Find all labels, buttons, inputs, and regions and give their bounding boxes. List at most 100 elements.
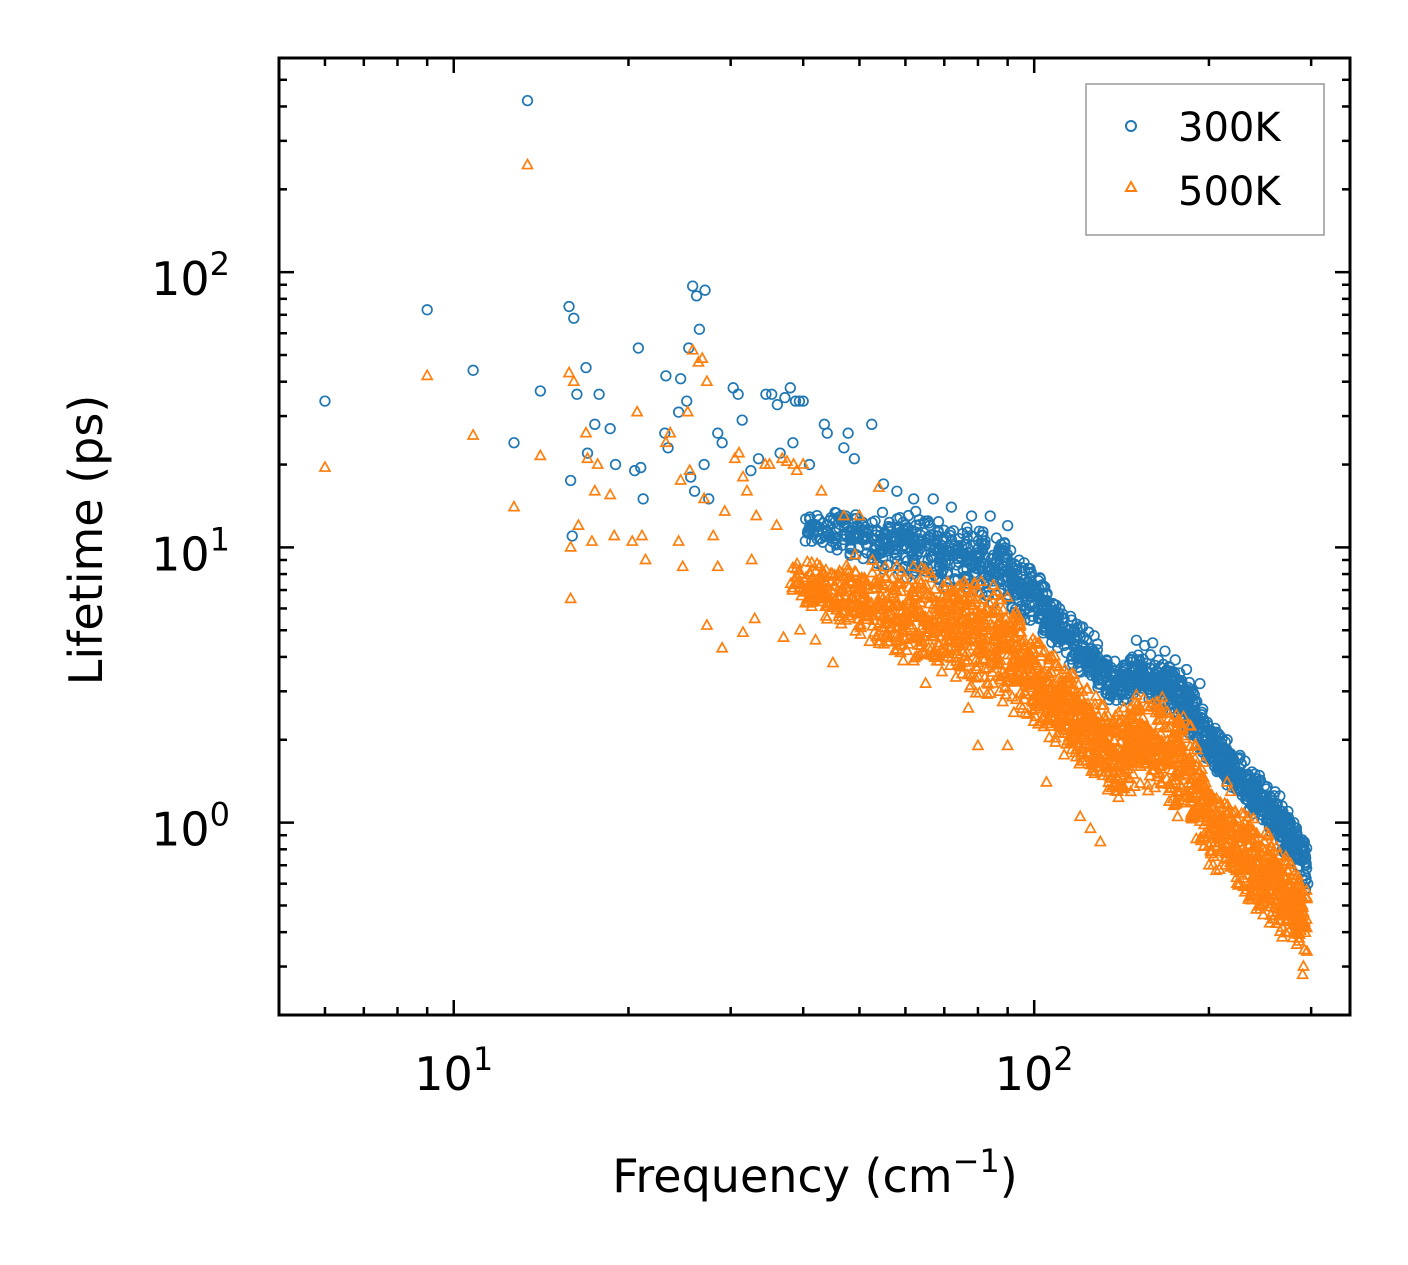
data-point-500k xyxy=(695,351,709,364)
data-point-500k xyxy=(928,582,942,594)
y-tick-label: 100 xyxy=(151,796,230,857)
data-point-500k xyxy=(961,653,975,665)
data-point-500k xyxy=(918,591,932,603)
data-point-500k xyxy=(1037,719,1051,732)
data-point-500k xyxy=(1193,781,1206,794)
data-point-500k xyxy=(815,585,829,598)
data-point-500k xyxy=(1002,675,1016,687)
data-point-500k xyxy=(718,504,732,516)
data-point-300k xyxy=(965,510,978,522)
data-point-500k xyxy=(1075,727,1089,740)
data-point-300k xyxy=(866,418,878,430)
data-point-500k xyxy=(1151,703,1164,715)
data-point-500k xyxy=(1254,896,1268,909)
data-point-300k xyxy=(1232,753,1245,765)
data-point-500k xyxy=(1084,710,1098,722)
data-point-500k xyxy=(1030,692,1044,705)
data-point-300k xyxy=(937,564,949,576)
data-point-500k xyxy=(1054,706,1068,719)
data-point-300k xyxy=(1081,634,1093,646)
data-point-500k xyxy=(976,622,990,635)
data-point-300k xyxy=(1106,671,1118,683)
data-point-300k xyxy=(766,388,778,400)
data-point-300k xyxy=(1180,663,1193,676)
data-point-300k xyxy=(850,512,863,525)
data-point-300k xyxy=(1170,685,1182,697)
data-point-500k xyxy=(1090,743,1104,756)
legend-label-300k: 300K xyxy=(1178,105,1282,151)
data-point-500k xyxy=(1093,752,1107,764)
data-point-300k xyxy=(1036,587,1049,599)
data-point-300k xyxy=(698,458,710,471)
data-point-500k xyxy=(1198,830,1212,842)
data-point-500k xyxy=(1218,852,1231,864)
data-point-500k xyxy=(1011,607,1024,620)
data-point-500k xyxy=(1164,738,1178,751)
data-point-300k xyxy=(1099,658,1111,670)
data-point-500k xyxy=(1300,890,1314,902)
data-point-300k xyxy=(563,300,575,313)
data-point-300k xyxy=(848,453,861,465)
data-point-500k xyxy=(1213,814,1227,827)
data-point-500k xyxy=(1269,916,1283,928)
data-point-300k xyxy=(1298,836,1310,848)
data-point-500k xyxy=(844,590,858,602)
data-point-300k xyxy=(831,544,843,556)
data-point-500k xyxy=(700,374,714,387)
data-point-300k xyxy=(851,520,864,532)
data-point-300k xyxy=(1023,567,1036,580)
data-point-500k xyxy=(681,404,695,417)
data-point-300k xyxy=(878,543,890,555)
data-point-300k xyxy=(593,388,605,400)
data-point-500k xyxy=(1296,967,1310,980)
data-point-500k xyxy=(1289,893,1303,905)
data-point-500k xyxy=(969,686,983,698)
data-point-500k xyxy=(793,622,807,635)
data-point-500k xyxy=(603,487,617,500)
data-point-300k xyxy=(1009,562,1021,575)
data-point-500k xyxy=(814,483,828,496)
data-point-500k xyxy=(976,591,989,604)
data-point-500k xyxy=(984,686,997,698)
data-point-500k xyxy=(1221,797,1234,810)
data-point-300k xyxy=(793,395,806,407)
data-point-500k xyxy=(935,664,949,677)
x-axis-title: Frequency (cm−1) xyxy=(612,1142,1017,1203)
data-point-500k xyxy=(968,616,982,629)
data-point-500k xyxy=(1263,862,1277,875)
data-point-500k xyxy=(921,647,935,660)
data-point-500k xyxy=(1112,790,1125,803)
data-point-500k xyxy=(1161,705,1175,718)
data-point-500k xyxy=(1060,713,1074,726)
data-point-500k xyxy=(1019,668,1032,681)
data-point-500k xyxy=(1224,828,1238,840)
data-point-300k xyxy=(716,437,728,449)
data-point-500k xyxy=(867,608,881,620)
data-point-500k xyxy=(1193,805,1207,818)
data-point-500k xyxy=(1091,730,1105,743)
data-point-300k xyxy=(932,515,945,528)
data-point-500k xyxy=(890,615,904,627)
data-point-500k xyxy=(1036,645,1050,658)
data-point-500k xyxy=(1018,687,1032,699)
data-point-500k xyxy=(800,554,814,567)
data-point-500k xyxy=(990,616,1004,629)
data-point-500k xyxy=(777,630,790,642)
data-point-500k xyxy=(861,577,875,590)
data-point-300k xyxy=(609,458,622,471)
data-point-500k xyxy=(794,575,808,587)
data-point-500k xyxy=(1001,738,1015,751)
data-point-500k xyxy=(745,552,759,565)
data-point-500k xyxy=(992,603,1006,616)
data-point-500k xyxy=(1117,700,1131,713)
data-point-300k xyxy=(848,530,861,543)
data-point-300k xyxy=(945,501,958,513)
data-point-300k xyxy=(979,558,991,570)
data-point-300k xyxy=(804,511,816,523)
data-point-500k xyxy=(974,574,988,586)
data-point-300k xyxy=(1020,595,1032,607)
data-point-500k xyxy=(1288,917,1302,930)
data-point-300k xyxy=(999,551,1011,563)
data-point-500k xyxy=(888,643,902,656)
data-point-300k xyxy=(508,437,520,449)
